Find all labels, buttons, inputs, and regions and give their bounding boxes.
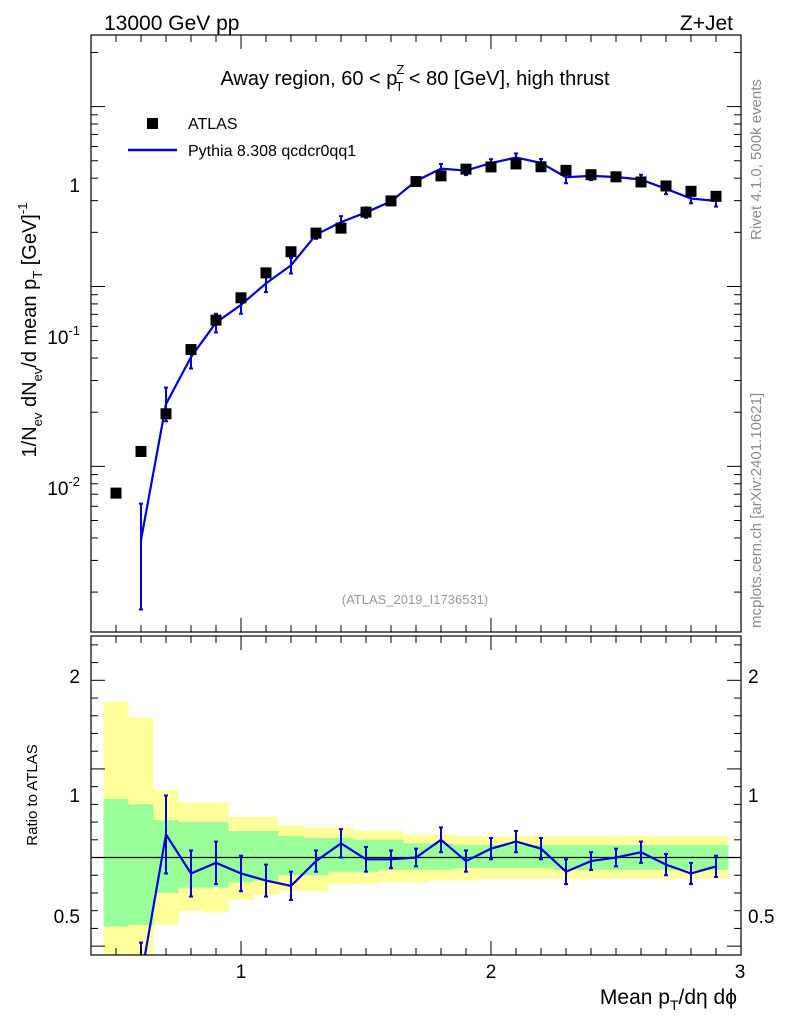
- data-point-8: [310, 227, 322, 239]
- ratio-bands-layer: [103, 701, 729, 955]
- data-point-18: [560, 164, 572, 176]
- data-point-16: [510, 158, 522, 170]
- data-point-19: [585, 169, 597, 181]
- main-ytick-label-0.01: 10-2: [47, 474, 80, 500]
- rivet-label: Rivet 4.1.0, 500k events: [748, 79, 765, 240]
- data-point-11: [385, 195, 397, 207]
- analysis-id: (ATLAS_2019_I1736531): [342, 592, 488, 607]
- main-mc-layer: [139, 152, 718, 611]
- header-left: 13000 GeV pp: [104, 12, 239, 35]
- data-point-13: [435, 170, 447, 182]
- legend-atlas-marker: [147, 118, 158, 129]
- data-point-6: [260, 267, 272, 279]
- data-point-0: [110, 487, 122, 499]
- data-point-24: [710, 190, 722, 202]
- mc-line: [139, 156, 717, 541]
- data-point-17: [535, 161, 547, 173]
- data-point-9: [335, 222, 347, 234]
- data-point-22: [660, 180, 672, 192]
- data-point-4: [210, 314, 222, 326]
- data-point-5: [235, 292, 247, 304]
- ratio-band-inner-0: [103, 799, 129, 927]
- data-point-3: [185, 344, 197, 356]
- main-ytick-label-1: 1: [69, 176, 80, 197]
- data-point-21: [635, 176, 647, 188]
- xtick-label-1: 1: [236, 962, 247, 983]
- main-ytick-label-0.1: 10-1: [47, 323, 80, 349]
- ticks-layer: [90, 35, 742, 955]
- ratio-ytick-label-2-right: 2: [748, 667, 759, 688]
- header-right: Z+Jet: [680, 12, 733, 35]
- data-point-20: [610, 171, 622, 183]
- ratio-ytick-label-2-left: 2: [69, 667, 80, 688]
- ratio-band-inner-7: [278, 836, 304, 876]
- ratio-mc-layer: [139, 794, 718, 955]
- main-y-axis-label: 1/Nev dNev/d mean pT [GeV]-1: [15, 203, 45, 458]
- mcplots-label: mcplots.cern.ch [arXiv:2401.10621]: [748, 393, 765, 628]
- data-point-2: [160, 408, 172, 420]
- legend-mc-label: Pythia 8.308 qcdcr0qq1: [188, 143, 356, 160]
- ratio-band-inner-1: [128, 804, 154, 925]
- legend-atlas-label: ATLAS: [188, 116, 238, 133]
- xtick-label-3: 3: [735, 962, 746, 983]
- data-point-12: [410, 176, 422, 188]
- data-point-7: [285, 246, 297, 258]
- data-point-14: [460, 163, 472, 175]
- main-data-layer: [110, 158, 722, 499]
- ratio-band-inner-16: [503, 845, 529, 869]
- ratio-mc-line: [143, 831, 717, 955]
- ratio-ytick-label-0.5-right: 0.5: [748, 907, 774, 928]
- x-axis-label: Mean pT/dη dϕ: [600, 986, 737, 1013]
- ratio-ytick-label-1-left: 1: [69, 786, 80, 807]
- xtick-label-2: 2: [486, 962, 497, 983]
- ratio-ytick-label-0.5-left: 0.5: [54, 907, 80, 928]
- plot-title: Away region, 60 < pZ T < 80 [GeV], high t…: [220, 62, 610, 94]
- data-point-10: [360, 206, 372, 218]
- data-point-23: [685, 185, 697, 197]
- data-point-15: [485, 161, 497, 173]
- data-point-1: [135, 445, 147, 457]
- ratio-ytick-label-1-right: 1: [748, 786, 759, 807]
- ratio-mc-clipped: [139, 794, 718, 955]
- ratio-y-axis-label: Ratio to ATLAS: [24, 744, 41, 845]
